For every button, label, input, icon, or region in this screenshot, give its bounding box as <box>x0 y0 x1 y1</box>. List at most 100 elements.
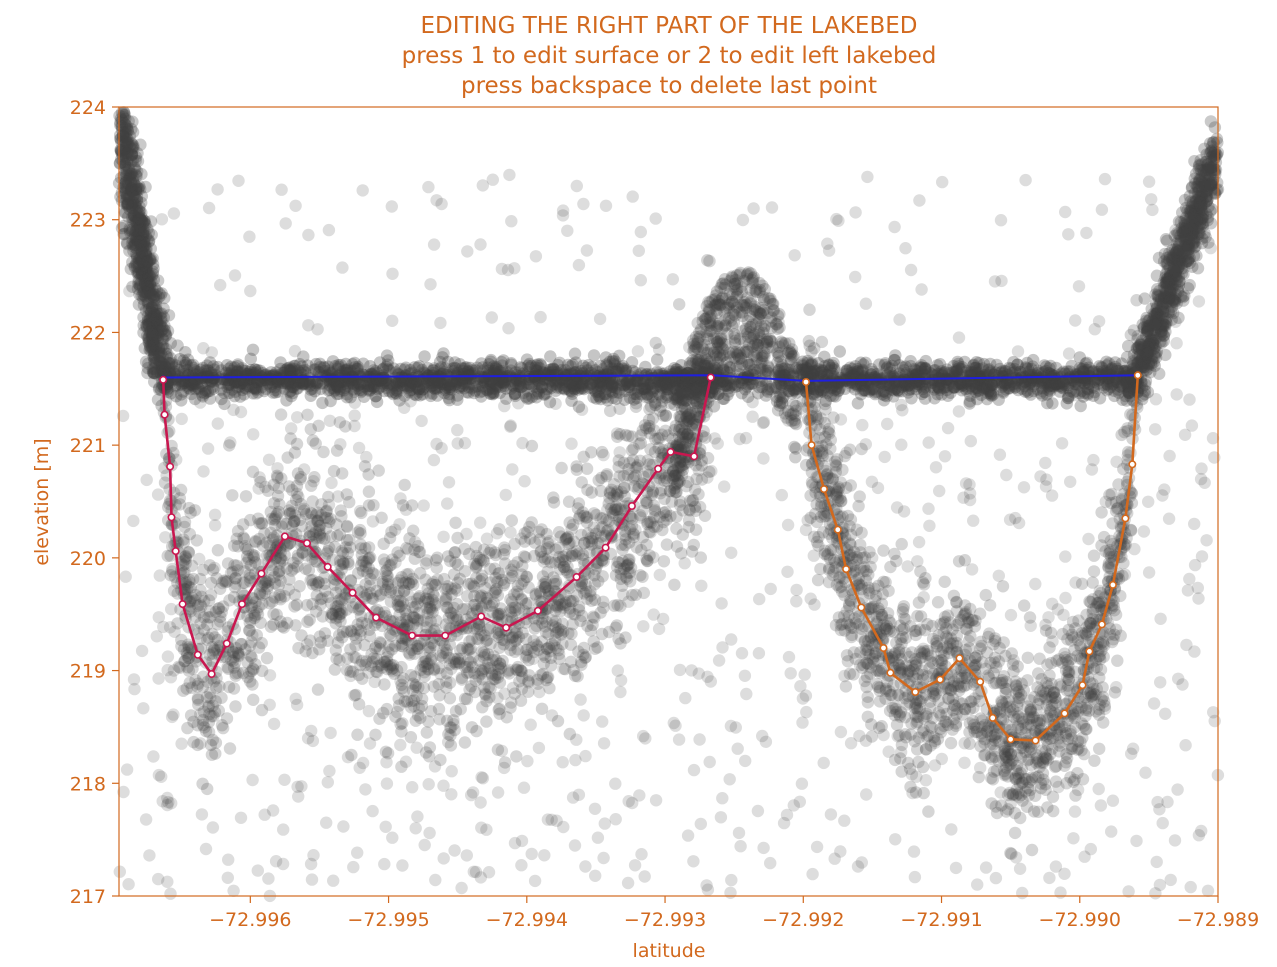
photon-point <box>717 343 730 356</box>
photon-point <box>181 353 195 366</box>
photon-point <box>969 361 982 374</box>
photon-point <box>470 361 484 374</box>
photon-point <box>642 378 655 391</box>
photon-point <box>285 363 298 376</box>
photon-point <box>1076 371 1090 384</box>
photon-point <box>677 376 690 390</box>
photon-point <box>355 384 369 397</box>
photon-point <box>981 387 994 400</box>
photon-point <box>965 368 978 382</box>
photon-point <box>485 375 498 388</box>
photon-point <box>451 389 464 402</box>
photon-point <box>766 341 779 354</box>
photon-point <box>674 380 687 394</box>
photon-point <box>279 363 292 377</box>
photon-point <box>558 371 571 384</box>
photon-point <box>654 381 668 394</box>
photon-point <box>447 365 460 378</box>
photon-point <box>532 387 545 400</box>
photon-point <box>1047 379 1061 392</box>
photon-point <box>859 356 872 369</box>
photon-point <box>465 382 478 395</box>
photon-point <box>134 213 147 226</box>
photon-point <box>199 384 212 397</box>
photon-point <box>547 362 560 376</box>
photon-point <box>1185 231 1198 245</box>
photon-point <box>558 376 571 389</box>
photon-point <box>1073 362 1087 375</box>
photon-point <box>207 363 221 376</box>
photon-point <box>283 375 296 389</box>
photon-point <box>631 382 644 395</box>
photon-point <box>1107 384 1121 397</box>
photon-point <box>1045 368 1058 381</box>
photon-point <box>676 370 689 383</box>
photon-point <box>324 394 337 408</box>
photon-point <box>244 364 257 377</box>
photon-point <box>487 365 501 378</box>
photon-point <box>827 389 840 403</box>
photon-point <box>1151 290 1164 303</box>
photon-point <box>351 379 365 393</box>
photon-point <box>639 381 652 394</box>
photon-point <box>306 495 319 508</box>
photon-point <box>1035 376 1049 389</box>
plot-area[interactable] <box>112 106 1225 903</box>
photon-point <box>304 389 317 402</box>
photon-point <box>572 376 586 389</box>
photon-point <box>899 360 912 373</box>
photon-point <box>462 368 476 382</box>
photon-point <box>443 692 457 705</box>
photon-point <box>461 365 475 378</box>
photon-point <box>302 375 315 388</box>
photon-point <box>1105 368 1118 381</box>
photon-point <box>1014 365 1027 379</box>
photon-point <box>800 361 813 374</box>
photon-point <box>171 339 184 352</box>
photon-point <box>728 351 741 364</box>
photon-point <box>132 236 145 249</box>
photon-point <box>747 328 761 341</box>
photon-point <box>664 376 677 389</box>
photon-point <box>760 378 773 391</box>
photon-point <box>118 181 132 195</box>
photon-point <box>348 361 361 374</box>
photon-point <box>280 375 293 388</box>
photon-point <box>1036 381 1049 395</box>
photon-point <box>396 374 409 388</box>
photon-point <box>353 378 366 391</box>
photon-point <box>1019 361 1032 374</box>
photon-point <box>176 377 189 390</box>
photon-point <box>572 400 586 413</box>
photon-point <box>1205 145 1218 158</box>
photon-point <box>606 355 619 368</box>
photon-point <box>122 114 135 128</box>
photon-point <box>449 377 463 390</box>
photon-point <box>816 364 829 378</box>
photon-point <box>729 309 742 322</box>
photon-point <box>565 394 578 407</box>
photon-point <box>530 359 543 372</box>
photon-point <box>291 368 304 382</box>
photon-point <box>272 372 286 385</box>
photon-point <box>685 375 698 388</box>
photon-point <box>331 362 345 375</box>
photon-point <box>393 371 406 384</box>
photon-point <box>878 389 891 402</box>
photon-point <box>251 386 265 399</box>
photon-point <box>326 378 339 391</box>
photon-point <box>791 379 805 393</box>
photon-point <box>168 365 182 378</box>
photon-point <box>247 693 260 706</box>
photon-point <box>365 379 378 393</box>
photon-point <box>1048 377 1062 391</box>
photon-point <box>344 391 357 404</box>
photon-point <box>512 379 525 393</box>
photon-point <box>940 363 954 376</box>
photon-point <box>1201 214 1214 227</box>
photon-point <box>215 392 228 406</box>
photon-point <box>960 377 973 390</box>
photon-point <box>347 377 360 390</box>
photon-point <box>1204 115 1218 128</box>
